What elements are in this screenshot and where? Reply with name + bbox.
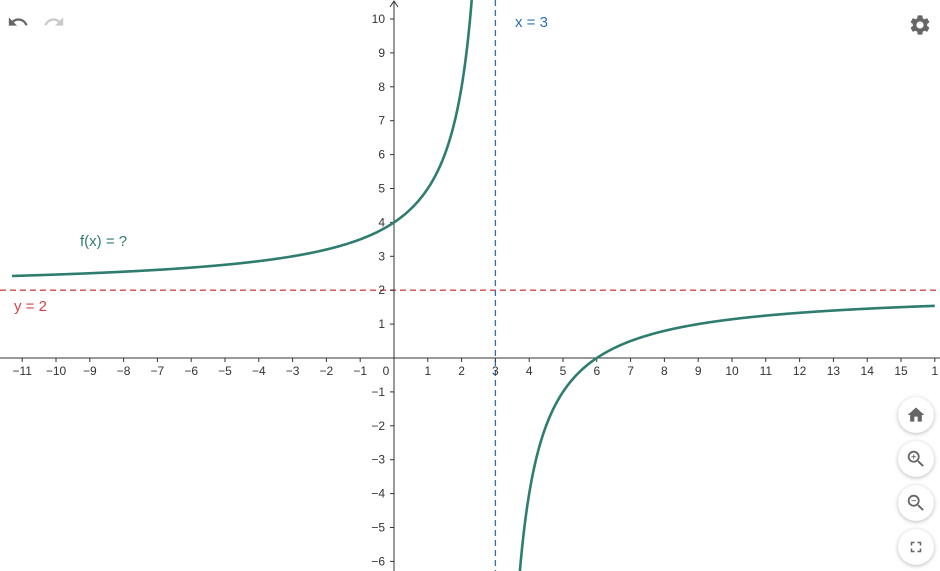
y-tick-label: 10 [372,12,386,26]
function-label: f(x) = ? [80,233,127,250]
y-tick-label: 9 [378,46,385,60]
x-tick-label: 1 [424,364,431,378]
x-tick-label: −9 [83,364,97,378]
x-tick-label: −3 [286,364,300,378]
redo-icon [44,17,64,26]
zoom-out-button[interactable] [898,485,934,521]
x-tick-label: 15 [894,364,908,378]
y-tick-label: 8 [378,80,385,94]
undo-icon [8,17,28,26]
x-tick-label: 14 [861,364,875,378]
zoom-in-icon [907,450,924,467]
x-tick-label: 7 [627,364,634,378]
x-tick-label: 8 [661,364,668,378]
redo-button[interactable] [40,8,68,36]
x-tick-label: 12 [793,364,807,378]
gear-icon [910,15,930,35]
x-tick-label: 9 [695,364,702,378]
y-tick-label: −1 [371,385,385,399]
x-tick-label: 5 [560,364,567,378]
x-tick-label: 3 [492,364,499,378]
function-curve-left-branch [11,0,474,278]
zoom-in-button[interactable] [898,441,934,477]
y-tick-label: 5 [378,182,385,196]
vertical-asymptote-label: x = 3 [515,14,548,31]
y-tick-label: 6 [378,148,385,162]
x-tick-label: 2 [458,364,465,378]
y-tick-label: 4 [378,215,385,229]
x-tick-label: −4 [252,364,266,378]
x-tick-label: −6 [184,364,198,378]
y-tick-label: −4 [371,487,385,501]
y-tick-label: 7 [378,114,385,128]
x-tick-label: −1 [353,364,367,378]
fullscreen-button[interactable] [898,529,934,565]
x-tick-label: 11 [760,364,773,378]
undo-button[interactable] [4,8,32,36]
x-tick-label: 4 [526,364,533,378]
x-tick-label: 10 [725,364,739,378]
x-tick-label: 13 [827,364,841,378]
y-tick-label: −3 [371,453,385,467]
fullscreen-icon [910,541,922,553]
settings-button[interactable] [906,11,934,39]
y-tick-label: 2 [378,283,385,297]
horizontal-asymptote-label: y = 2 [14,298,47,315]
home-icon [907,407,925,422]
y-axis-arrow [389,0,399,8]
x-tick-label: 1 [931,364,938,378]
x-tick-label: −7 [151,364,165,378]
x-tick-label: −2 [320,364,334,378]
y-tick-label: −5 [371,521,385,535]
x-tick-label: −8 [117,364,131,378]
x-tick-label: −10 [46,364,67,378]
y-tick-label: −6 [371,554,385,568]
zoom-out-icon [907,494,924,511]
y-tick-label: −2 [371,419,385,433]
x-tick-label: −11 [12,364,32,378]
y-tick-label: 1 [378,317,385,331]
home-view-button[interactable] [898,397,934,433]
x-tick-label: 0 [383,364,390,378]
function-curve-right-branch [518,304,936,571]
x-tick-label: 6 [593,364,600,378]
y-tick-label: 3 [378,249,385,263]
x-tick-label: −5 [218,364,232,378]
